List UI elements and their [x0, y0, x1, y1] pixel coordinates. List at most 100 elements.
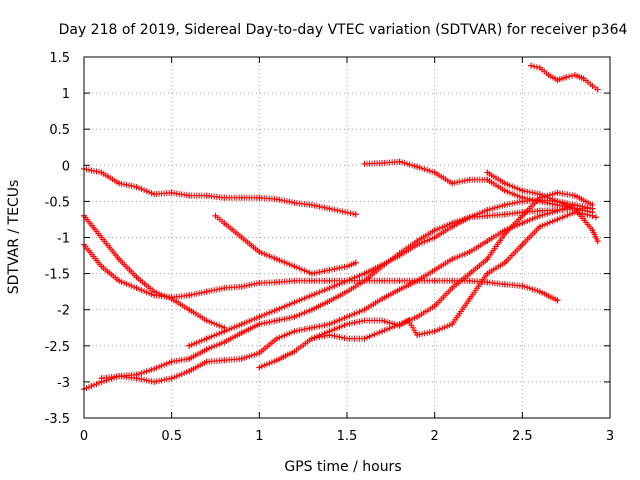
- data-point: [238, 194, 245, 201]
- data-point: [186, 368, 193, 375]
- data-point: [212, 212, 219, 219]
- data-point: [484, 238, 491, 245]
- data-point: [203, 317, 210, 324]
- data-point: [501, 180, 508, 187]
- data-point: [431, 234, 438, 241]
- data-point: [379, 317, 386, 324]
- data-point: [554, 297, 561, 304]
- data-point: [536, 191, 543, 198]
- ticks: 0 0.5 1 1.5 2 2.5 3 -3.5 -3 -2.5 -2 -1.5 -1 -0.5 0 0.5 1…: [45, 51, 615, 444]
- data-point: [186, 306, 193, 313]
- data-point: [594, 238, 601, 245]
- data-point: [238, 234, 245, 241]
- data-point: [554, 216, 561, 223]
- data-point: [291, 348, 298, 355]
- y-tick-label: -0.5: [45, 195, 70, 210]
- data-point: [484, 270, 491, 277]
- y-tick-label: 1.5: [49, 51, 70, 66]
- data-point: [536, 288, 543, 295]
- data-point: [519, 212, 526, 219]
- data-point: [484, 207, 491, 214]
- data-point: [536, 64, 543, 71]
- series-markers: [81, 165, 359, 218]
- data-point: [291, 328, 298, 335]
- data-point: [256, 364, 263, 371]
- data-point: [133, 375, 140, 382]
- data-point: [221, 194, 228, 201]
- data-point: [344, 288, 350, 295]
- data-point: [396, 321, 403, 328]
- data-point: [186, 342, 193, 349]
- data-point: [466, 277, 473, 284]
- data-point: [238, 283, 245, 290]
- data-point: [168, 189, 175, 196]
- data-point: [203, 335, 210, 342]
- data-point: [326, 331, 333, 338]
- data-point: [466, 295, 473, 302]
- data-point: [291, 277, 298, 284]
- series-track-9: [528, 62, 601, 93]
- data-point: [536, 223, 543, 230]
- data-point: [580, 75, 587, 82]
- x-tick-label: 2.5: [512, 429, 533, 444]
- data-point: [256, 279, 263, 286]
- x-tick-label: 1: [255, 429, 263, 444]
- data-point: [519, 187, 526, 194]
- data-point: [186, 355, 193, 362]
- data-point: [256, 248, 263, 255]
- data-point: [203, 288, 210, 295]
- data-point: [344, 313, 350, 320]
- x-tick-label: 0: [80, 429, 88, 444]
- data-point: [291, 263, 298, 270]
- series-track-5: [98, 202, 596, 385]
- data-point: [554, 77, 561, 84]
- data-point: [308, 277, 315, 284]
- data-point: [273, 317, 280, 324]
- data-point: [352, 259, 359, 266]
- data-point: [116, 180, 123, 187]
- data-point: [571, 192, 578, 199]
- data-point: [589, 227, 596, 234]
- data-point: [484, 256, 491, 263]
- data-point: [344, 263, 350, 270]
- data-point: [273, 256, 280, 263]
- data-point: [414, 313, 421, 320]
- series-markers: [186, 197, 596, 349]
- series-markers: [212, 212, 359, 277]
- data-point: [449, 223, 456, 230]
- data-point: [545, 72, 552, 79]
- data-point: [221, 339, 228, 346]
- data-point: [98, 375, 105, 382]
- data-point: [431, 227, 438, 234]
- data-point: [379, 277, 386, 284]
- y-tick-label: -3.5: [45, 412, 70, 427]
- data-point: [308, 306, 315, 313]
- data-point: [344, 321, 350, 328]
- data-point: [361, 160, 368, 167]
- data-point: [361, 335, 368, 342]
- data-point: [133, 285, 140, 292]
- data-point: [256, 194, 263, 201]
- data-point: [466, 270, 473, 277]
- data-point: [168, 375, 175, 382]
- data-point: [594, 86, 601, 93]
- data-point: [238, 355, 245, 362]
- data-point: [133, 183, 140, 190]
- data-point: [256, 321, 263, 328]
- data-point: [291, 313, 298, 320]
- y-tick-label: 1: [62, 87, 70, 102]
- data-point: [379, 261, 386, 268]
- data-point: [361, 317, 368, 324]
- data-point: [519, 198, 526, 205]
- series-markers: [81, 205, 596, 393]
- data-point: [221, 285, 228, 292]
- data-point: [589, 82, 596, 89]
- data-point: [501, 259, 508, 266]
- data-point: [133, 274, 140, 281]
- data-point: [326, 321, 333, 328]
- data-point: [98, 169, 105, 176]
- data-point: [554, 207, 561, 214]
- data-point: [571, 72, 578, 79]
- data-point: [326, 266, 333, 273]
